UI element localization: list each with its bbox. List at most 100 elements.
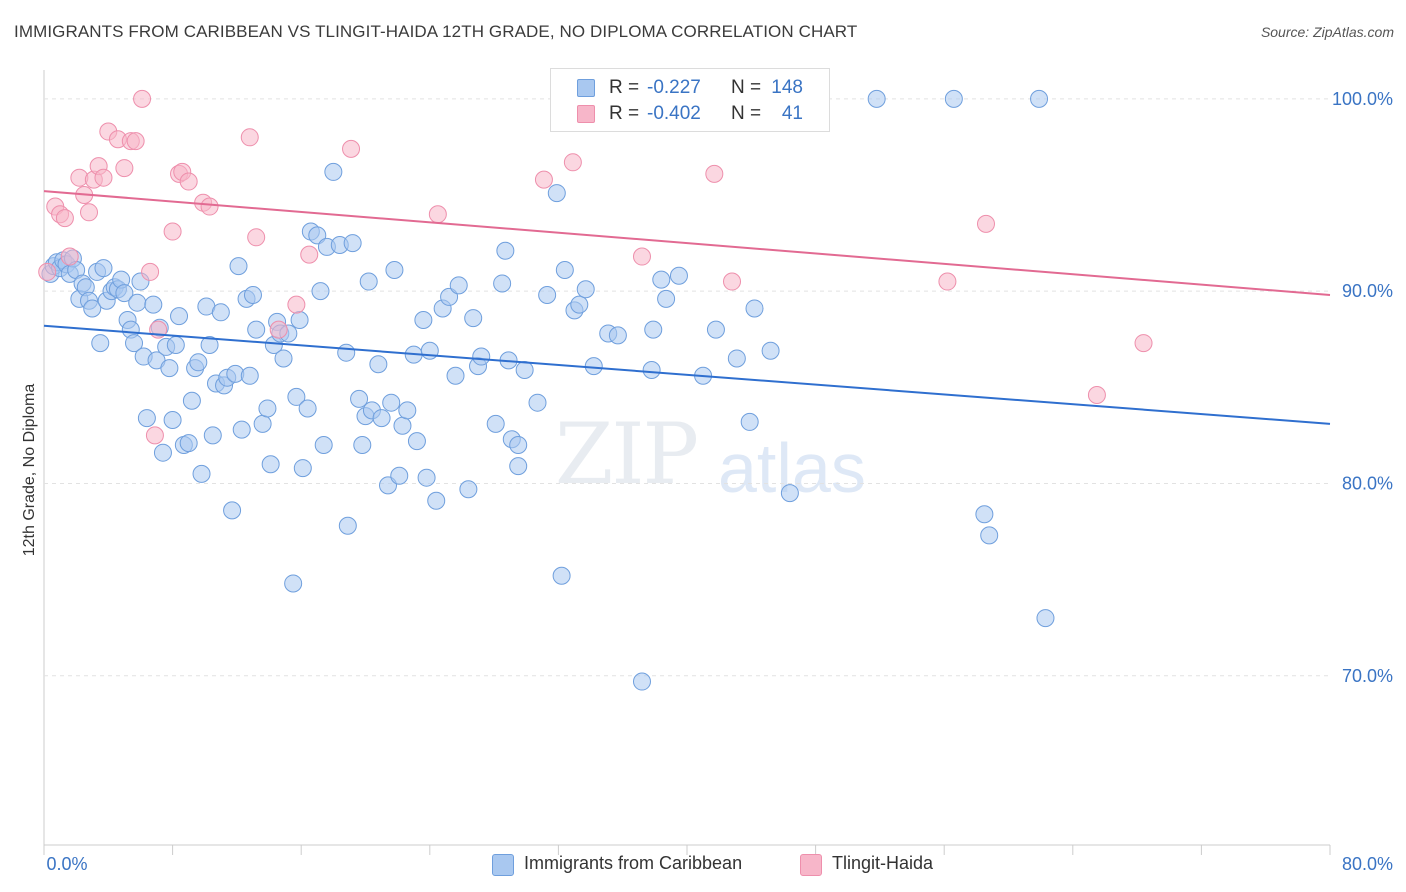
caribbean-point — [608, 326, 627, 345]
caribbean-point — [464, 309, 483, 328]
caribbean-point — [144, 295, 163, 314]
caribbean-point — [166, 336, 185, 354]
caribbean-point — [486, 414, 505, 433]
caribbean-point — [459, 480, 478, 499]
chart-legend: Immigrants from Caribbean Tlingit-Haida — [0, 852, 1406, 878]
caribbean-point — [761, 341, 780, 360]
caribbean-point — [274, 349, 293, 368]
stats-row-pink: R = -0.402 N = 41 — [551, 101, 829, 127]
caribbean-point — [211, 303, 230, 322]
caribbean-point — [570, 295, 589, 314]
x-tick-label: 0.0% — [46, 854, 87, 874]
tlingit-haida-point — [126, 132, 145, 151]
n-label: N = — [731, 77, 762, 98]
caribbean-point — [284, 574, 303, 593]
x-tick-label: 80.0% — [1342, 854, 1393, 874]
legend-label: Immigrants from Caribbean — [524, 853, 743, 873]
caribbean-point — [493, 274, 512, 293]
caribbean-point — [170, 307, 189, 326]
caribbean-point — [706, 320, 725, 339]
tlingit-haida-point — [632, 247, 651, 266]
caribbean-point — [338, 516, 357, 535]
caribbean-point — [261, 455, 280, 474]
caribbean-point — [414, 311, 433, 329]
caribbean-point — [509, 436, 528, 454]
caribbean-point — [125, 334, 144, 353]
caribbean-point — [440, 287, 459, 306]
caribbean-point — [385, 261, 404, 279]
caribbean-point — [200, 336, 219, 354]
caribbean-point — [229, 257, 248, 276]
caribbean-point — [576, 280, 595, 299]
tlingit-haida-trend-line — [43, 190, 1331, 296]
caribbean-point — [644, 320, 663, 339]
tlingit-haida-point — [976, 214, 995, 233]
caribbean-point — [449, 276, 468, 295]
caribbean-point — [407, 432, 426, 451]
chart-title: IMMIGRANTS FROM CARIBBEAN VS TLINGIT-HAI… — [14, 22, 858, 41]
caribbean-point — [240, 366, 259, 385]
caribbean-point — [343, 234, 362, 253]
n-label: N = — [731, 103, 762, 124]
y-tick-label: 90.0% — [1342, 281, 1393, 301]
caribbean-point — [975, 505, 994, 524]
caribbean-point — [780, 484, 799, 503]
caribbean-point — [745, 299, 764, 318]
tlingit-haida-point — [200, 197, 219, 216]
caribbean-point — [83, 299, 102, 318]
caribbean-point — [632, 672, 651, 691]
caribbean-point — [153, 443, 172, 462]
tlingit-haida-point — [563, 153, 582, 172]
caribbean-point — [980, 526, 999, 545]
caribbean-point — [472, 347, 491, 366]
tlingit-haida-point — [80, 203, 99, 222]
caribbean-point — [515, 361, 534, 379]
tlingit-haida-point — [269, 320, 288, 339]
caribbean-point — [657, 289, 676, 308]
caribbean-point — [192, 464, 211, 483]
caribbean-point — [740, 412, 759, 431]
tlingit-haida-point — [287, 295, 306, 314]
caribbean-point — [179, 434, 198, 453]
caribbean-point — [552, 566, 571, 585]
tlingit-haida-point — [133, 89, 152, 108]
caribbean-point — [427, 491, 446, 510]
caribbean-point — [247, 320, 266, 339]
caribbean-point — [944, 89, 963, 108]
caribbean-point — [417, 468, 436, 487]
caribbean-point — [390, 466, 409, 485]
caribbean-point — [232, 420, 251, 439]
legend-label: Tlingit-Haida — [832, 853, 934, 873]
tlingit-haida-point — [38, 262, 57, 281]
tlingit-haida-point — [240, 128, 259, 147]
tlingit-haida-point — [163, 222, 182, 241]
tlingit-haida-point — [534, 170, 553, 189]
caribbean-point — [1036, 609, 1055, 628]
tlingit-haida-point — [938, 272, 957, 291]
tlingit-haida-point — [300, 245, 319, 264]
caribbean-point — [652, 270, 671, 289]
caribbean-point — [1030, 89, 1049, 108]
caribbean-point — [253, 414, 272, 433]
y-tick-label: 80.0% — [1342, 473, 1393, 493]
tlingit-haida-point — [1087, 386, 1106, 404]
caribbean-trend-line — [43, 324, 1331, 425]
tlingit-haida-point — [428, 205, 447, 224]
caribbean-point — [669, 266, 688, 285]
caribbean-point — [115, 284, 134, 303]
caribbean-point — [189, 353, 208, 372]
caribbean-point — [128, 293, 147, 312]
caribbean-point — [287, 387, 306, 406]
caribbean-point — [528, 393, 547, 412]
caribbean-point — [398, 401, 417, 420]
caribbean-point — [509, 457, 528, 476]
stats-row-blue: R = -0.227 N = 148 — [551, 75, 829, 101]
caribbean-point — [547, 184, 566, 203]
tlingit-haida-point — [705, 164, 724, 183]
tlingit-haida-point — [55, 209, 74, 228]
caribbean-point — [163, 411, 182, 429]
caribbean-point — [137, 409, 156, 428]
tlingit-haida-point — [1134, 334, 1153, 353]
caribbean-point — [324, 162, 343, 181]
